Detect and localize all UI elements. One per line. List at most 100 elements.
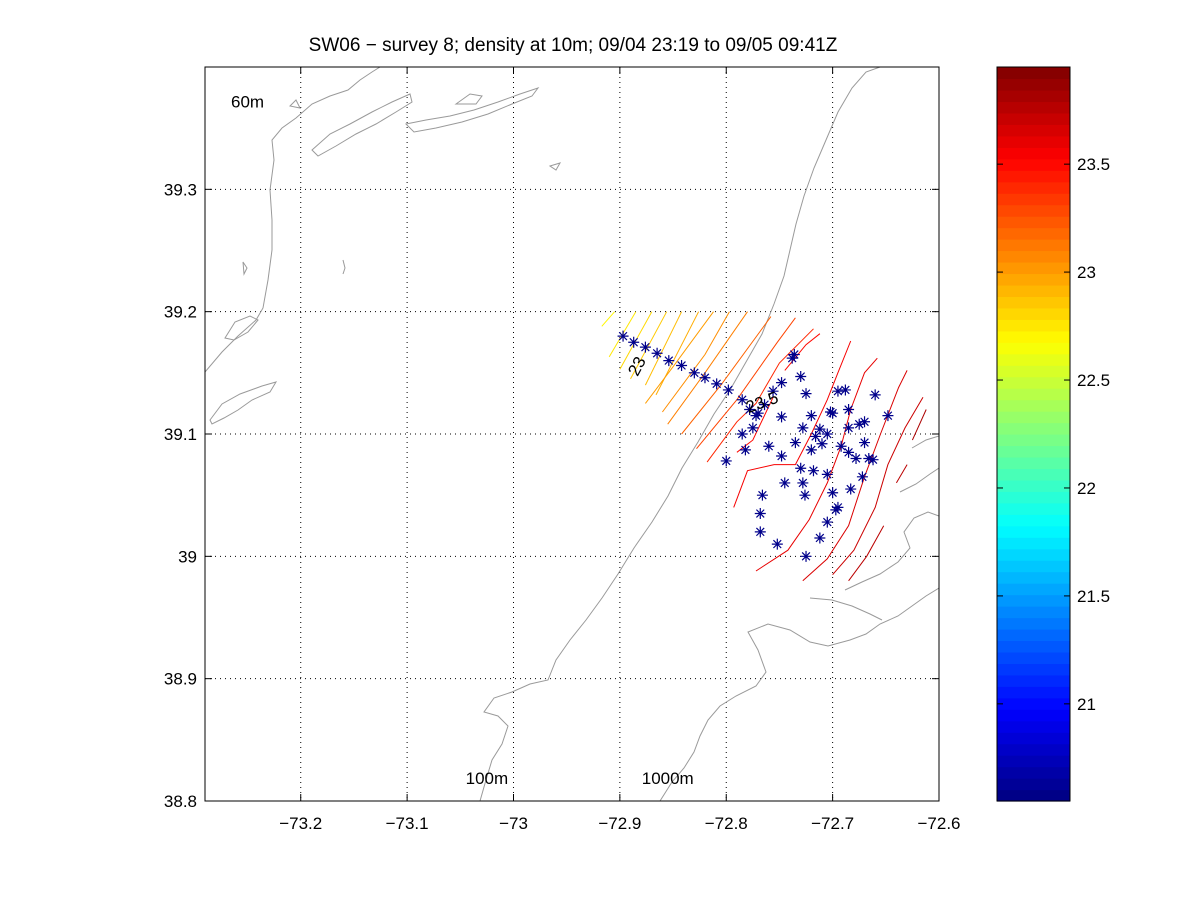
y-tick-label: 38.9 xyxy=(164,670,197,689)
colorbar-segment xyxy=(997,743,1070,756)
density-contour-line xyxy=(733,340,852,508)
colorbar-segment xyxy=(997,606,1070,619)
colorbar-segment xyxy=(997,158,1070,171)
colorbar-segment xyxy=(997,537,1070,550)
isobath-1000m-fragment xyxy=(809,597,883,621)
colorbar-segment xyxy=(997,261,1070,275)
ctd-station-marker xyxy=(827,407,839,419)
isobath-60m-fragment xyxy=(454,93,483,105)
colorbar-segment xyxy=(997,479,1070,492)
isobath-60m-fragment xyxy=(288,99,301,109)
ctd-station-marker xyxy=(776,450,788,462)
ctd-station-marker xyxy=(832,385,844,397)
colorbar-frame xyxy=(996,66,1071,802)
chart-title: SW06 − survey 8; density at 10m; 09/04 2… xyxy=(309,35,838,56)
colorbar-segment xyxy=(997,319,1070,332)
colorbar-segment xyxy=(997,571,1070,584)
ctd-station-marker xyxy=(816,438,828,450)
x-tick-label: −72.9 xyxy=(598,814,641,833)
colorbar-segment xyxy=(997,89,1070,103)
ctd-station-marker xyxy=(805,410,817,422)
ctd-station-marker xyxy=(776,411,788,423)
ctd-station-marker xyxy=(869,389,881,401)
ctd-station-marker xyxy=(835,440,847,452)
ctd-station-marker xyxy=(800,388,812,400)
density-contour-line xyxy=(895,464,908,484)
colorbar-segment xyxy=(997,399,1070,412)
ctd-station-marker xyxy=(711,378,723,390)
isobath-60m-fragment xyxy=(548,162,562,171)
ctd-station-marker xyxy=(639,341,651,353)
density-contour-line xyxy=(681,316,772,435)
density-contour-line xyxy=(644,311,683,386)
ctd-station-marker xyxy=(763,440,775,452)
ctd-station-marker xyxy=(651,347,663,359)
isobath-1000m-fragment xyxy=(899,467,939,493)
x-tick-label: −72.6 xyxy=(917,814,960,833)
colorbar-segment xyxy=(997,548,1070,561)
ctd-station-marker xyxy=(830,504,842,516)
density-contour-line xyxy=(736,397,774,453)
ctd-station-marker xyxy=(663,355,675,367)
isobath-label: 60m xyxy=(231,92,264,111)
colorbar-segment xyxy=(997,766,1070,779)
isobath-60m-fragment xyxy=(224,315,259,341)
colorbar-segment xyxy=(997,135,1070,148)
y-tick-label: 39 xyxy=(178,547,197,566)
colorbar-segment xyxy=(997,330,1070,343)
ctd-station-marker xyxy=(786,352,798,364)
ctd-station-marker xyxy=(754,508,766,520)
colorbar-segment xyxy=(997,778,1070,791)
ctd-station-marker xyxy=(776,377,788,389)
bathymetry-contours xyxy=(205,67,939,801)
ctd-station-marker xyxy=(800,550,812,562)
colorbar-segment xyxy=(997,101,1070,114)
density-contour-line xyxy=(848,525,885,582)
isobath-60m-fragment xyxy=(311,93,413,157)
x-tick-label: −72.8 xyxy=(705,814,748,833)
colorbar-segment xyxy=(997,651,1070,664)
ctd-station-marker xyxy=(863,452,875,464)
ctd-station-marker xyxy=(850,452,862,464)
isobath-1000m xyxy=(659,587,939,801)
colorbar-segment xyxy=(997,560,1070,573)
colorbar-segment xyxy=(997,204,1070,217)
plot-area xyxy=(205,67,939,801)
ctd-station-marker xyxy=(617,330,629,342)
ctd-station-marker xyxy=(814,532,826,544)
ctd-station-marker xyxy=(814,423,826,435)
isobath-1000m-fragment xyxy=(844,511,939,591)
x-tick-label: −72.7 xyxy=(811,814,854,833)
colorbar-segment xyxy=(997,411,1070,424)
ctd-station-marker xyxy=(752,407,764,419)
colorbar-segment xyxy=(997,422,1070,435)
colorbar-segment xyxy=(997,755,1070,768)
colorbar-segment xyxy=(997,353,1070,366)
colorbar-segment xyxy=(997,342,1070,355)
colorbar-segment xyxy=(997,583,1070,596)
colorbar-segment xyxy=(997,640,1070,653)
isobath-60m-fragment xyxy=(209,381,278,425)
ctd-station-marker xyxy=(824,406,836,418)
colorbar-segment xyxy=(997,525,1070,538)
density-contour-line xyxy=(755,357,878,572)
ctd-station-marker xyxy=(739,444,751,456)
ctd-station-marker xyxy=(810,430,822,442)
ctd-station-marker xyxy=(805,444,817,456)
colorbar-segment xyxy=(997,227,1070,240)
colorbar-segment xyxy=(997,617,1070,630)
colorbar-segment xyxy=(997,720,1070,733)
colorbar-tick-label: 23 xyxy=(1077,263,1096,282)
ctd-station-marker xyxy=(807,465,819,477)
colorbar-segment xyxy=(997,170,1070,183)
ctd-station-marker xyxy=(736,394,748,406)
colorbar-tick-label: 23.5 xyxy=(1077,155,1110,174)
ctd-station-marker xyxy=(797,477,809,489)
isobath-label: 100m xyxy=(466,769,509,788)
ctd-station-marker xyxy=(821,516,833,528)
colorbar-segment xyxy=(997,502,1070,515)
density-contours xyxy=(601,311,927,582)
density-contour-line xyxy=(832,397,924,576)
ctd-station-marker xyxy=(736,428,748,440)
